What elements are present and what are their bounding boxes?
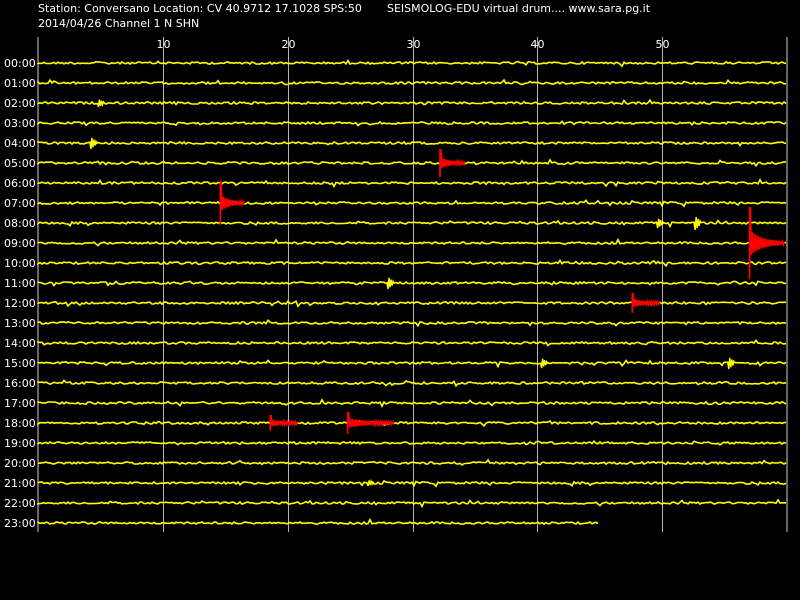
trace-row	[37, 419, 787, 428]
trace-row	[37, 158, 787, 168]
trace-row	[37, 178, 787, 189]
hour-label: 05:00	[4, 157, 36, 170]
grid-layer	[37, 37, 788, 532]
trace-row	[37, 120, 787, 127]
hour-label: 06:00	[4, 177, 36, 190]
drum-title: SEISMOLOG-EDU virtual drum.... www.sara.…	[387, 2, 651, 15]
trace-row	[37, 59, 787, 68]
event-mark	[346, 411, 395, 435]
spike-mark	[727, 357, 736, 370]
hour-label: 21:00	[4, 477, 36, 490]
event-mark	[748, 206, 786, 280]
trace-row	[37, 359, 787, 369]
hour-label: 17:00	[4, 397, 36, 410]
trace-row	[37, 258, 787, 268]
trace-row	[37, 140, 787, 147]
trace-row	[37, 299, 787, 308]
x-tick-label: 30	[407, 38, 421, 51]
hour-label: 03:00	[4, 117, 36, 130]
trace-row	[37, 219, 787, 229]
event-mark	[269, 414, 299, 432]
hour-label: 07:00	[4, 197, 36, 210]
hour-label: 09:00	[4, 237, 36, 250]
trace-row	[37, 398, 787, 409]
hour-label: 16:00	[4, 377, 36, 390]
hour-label: 13:00	[4, 317, 36, 330]
trace-row	[37, 339, 787, 347]
hour-label: 20:00	[4, 457, 36, 470]
x-tick-label: 50	[656, 38, 670, 51]
date-channel-info: 2014/04/26 Channel 1 N SHN	[38, 17, 200, 30]
trace-row	[37, 498, 787, 509]
trace-row	[37, 199, 787, 208]
hour-label: 01:00	[4, 77, 36, 90]
hour-row-labels: 00:00 01:00 02:00 03:00 04:00 05:00 06:00 07:00…	[4, 57, 36, 530]
hour-label: 04:00	[4, 137, 36, 150]
hour-label: 18:00	[4, 417, 36, 430]
spike-mark	[655, 218, 665, 229]
trace-row	[37, 517, 599, 526]
hour-label: 00:00	[4, 57, 36, 70]
trace-row	[37, 237, 787, 247]
hour-label: 23:00	[4, 517, 36, 530]
trace-row	[37, 78, 787, 86]
spike-mark	[386, 277, 395, 290]
event-mark	[219, 180, 245, 226]
hour-label: 22:00	[4, 497, 36, 510]
hour-label: 15:00	[4, 357, 36, 370]
hour-label: 02:00	[4, 97, 36, 110]
x-tick-label: 20	[282, 38, 296, 51]
event-layer	[219, 148, 786, 435]
trace-row	[37, 479, 787, 488]
trace-row	[37, 458, 787, 467]
event-mark	[631, 292, 661, 314]
hour-label: 10:00	[4, 257, 36, 270]
trace-row	[37, 319, 787, 328]
x-tick-label: 40	[531, 38, 545, 51]
spike-mark	[366, 478, 375, 487]
trace-row	[37, 379, 787, 388]
trace-row	[37, 98, 787, 106]
trace-row	[37, 280, 787, 287]
spike-mark	[89, 137, 98, 150]
spike-mark	[693, 216, 702, 231]
x-tick-label: 10	[157, 38, 171, 51]
trace-layer	[37, 59, 787, 526]
spike-mark	[539, 358, 549, 369]
hour-label: 11:00	[4, 277, 36, 290]
hour-label: 14:00	[4, 337, 36, 350]
event-mark	[439, 148, 466, 178]
hour-label: 12:00	[4, 297, 36, 310]
hour-label: 08:00	[4, 217, 36, 230]
hour-label: 19:00	[4, 437, 36, 450]
station-info: Station: Conversano Location: CV 40.9712…	[38, 2, 362, 15]
trace-row	[37, 440, 787, 446]
spike-mark	[96, 99, 105, 108]
minute-tick-labels: 10 20 30 40 50	[157, 38, 670, 51]
